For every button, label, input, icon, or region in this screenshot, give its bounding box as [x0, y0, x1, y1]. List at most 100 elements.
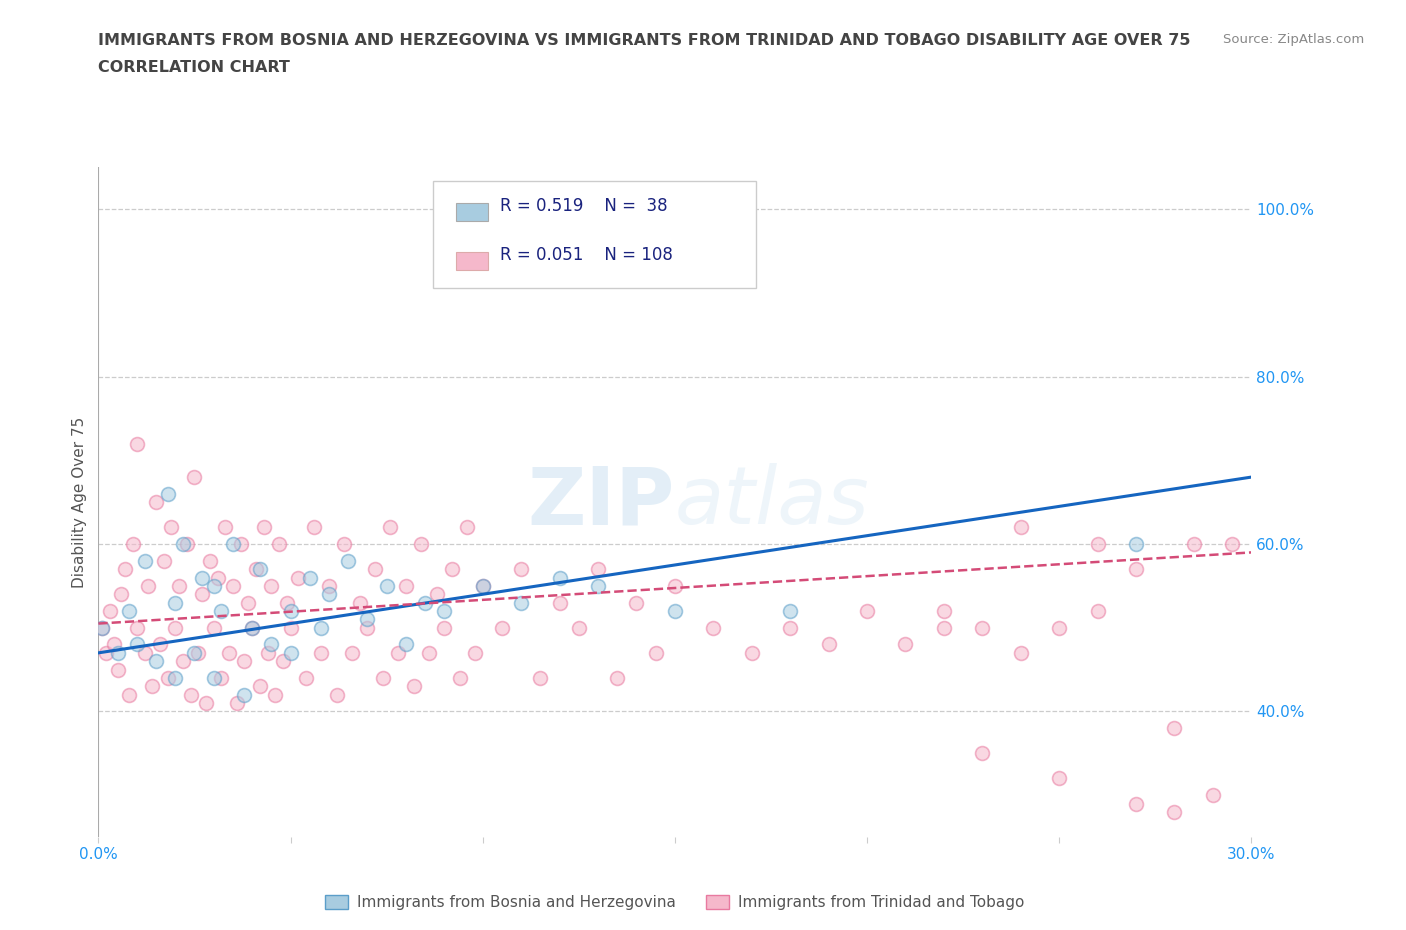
Text: Source: ZipAtlas.com: Source: ZipAtlas.com — [1223, 33, 1364, 46]
Point — [644, 645, 666, 660]
Point — [932, 620, 955, 635]
Point — [380, 520, 402, 535]
Point — [1125, 796, 1147, 811]
FancyBboxPatch shape — [433, 180, 755, 288]
Point — [249, 679, 271, 694]
Point — [165, 671, 187, 685]
Point — [1125, 537, 1147, 551]
Text: atlas: atlas — [675, 463, 870, 541]
Point — [491, 620, 513, 635]
Point — [510, 595, 533, 610]
Point — [218, 645, 240, 660]
Point — [260, 637, 283, 652]
Point — [1087, 604, 1109, 618]
Point — [167, 578, 190, 593]
Point — [298, 570, 321, 585]
Point — [125, 637, 148, 652]
Point — [141, 679, 163, 694]
Point — [295, 671, 318, 685]
Text: ZIP: ZIP — [527, 463, 675, 541]
Point — [202, 578, 225, 593]
Point — [233, 687, 256, 702]
Point — [134, 553, 156, 568]
Point — [172, 654, 194, 669]
Point — [1047, 620, 1070, 635]
Point — [209, 671, 232, 685]
Point — [222, 578, 245, 593]
Point — [1163, 804, 1185, 819]
Point — [932, 604, 955, 618]
Point — [222, 537, 245, 551]
Point — [202, 620, 225, 635]
Point — [114, 562, 136, 577]
Point — [318, 578, 340, 593]
Point — [529, 671, 551, 685]
Point — [107, 645, 129, 660]
Point — [271, 654, 294, 669]
FancyBboxPatch shape — [456, 204, 488, 221]
Point — [253, 520, 276, 535]
Point — [229, 537, 252, 551]
Point — [741, 645, 763, 660]
Point — [318, 587, 340, 602]
Point — [256, 645, 278, 660]
Point — [302, 520, 325, 535]
Point — [356, 620, 378, 635]
Point — [586, 562, 609, 577]
Point — [1047, 771, 1070, 786]
Point — [779, 620, 801, 635]
Point — [240, 620, 263, 635]
Point — [702, 620, 724, 635]
Point — [375, 578, 398, 593]
Point — [418, 645, 440, 660]
Point — [1010, 645, 1032, 660]
Point — [311, 620, 333, 635]
Point — [125, 436, 148, 451]
Point — [118, 604, 141, 618]
Point — [191, 570, 214, 585]
Point — [548, 570, 571, 585]
Point — [156, 486, 179, 501]
Point — [464, 645, 486, 660]
Point — [817, 637, 839, 652]
Point — [333, 537, 356, 551]
Point — [107, 662, 129, 677]
Point — [440, 562, 463, 577]
Point — [664, 578, 686, 593]
Point — [568, 620, 591, 635]
Point — [260, 578, 283, 593]
Point — [433, 620, 456, 635]
Point — [325, 687, 347, 702]
Point — [110, 587, 132, 602]
Point — [337, 553, 360, 568]
Point — [214, 520, 236, 535]
Point — [238, 595, 260, 610]
Point — [165, 595, 187, 610]
Point — [91, 620, 114, 635]
Point — [1202, 788, 1225, 803]
Y-axis label: Disability Age Over 75: Disability Age Over 75 — [72, 417, 87, 588]
Point — [1163, 721, 1185, 736]
Point — [138, 578, 160, 593]
Point — [1125, 562, 1147, 577]
Point — [134, 645, 156, 660]
Text: IMMIGRANTS FROM BOSNIA AND HERZEGOVINA VS IMMIGRANTS FROM TRINIDAD AND TOBAGO DI: IMMIGRANTS FROM BOSNIA AND HERZEGOVINA V… — [98, 33, 1191, 47]
Point — [287, 570, 309, 585]
Point — [606, 671, 628, 685]
Point — [276, 595, 298, 610]
Point — [91, 620, 114, 635]
Point — [456, 520, 478, 535]
Point — [402, 679, 425, 694]
Point — [145, 654, 167, 669]
Point — [364, 562, 387, 577]
Point — [1010, 520, 1032, 535]
Point — [160, 520, 183, 535]
Point — [233, 654, 256, 669]
Point — [245, 562, 267, 577]
Text: R = 0.051    N = 108: R = 0.051 N = 108 — [499, 246, 672, 264]
Point — [207, 570, 229, 585]
Point — [202, 671, 225, 685]
Point — [471, 578, 494, 593]
Point — [626, 595, 648, 610]
Point — [156, 671, 179, 685]
